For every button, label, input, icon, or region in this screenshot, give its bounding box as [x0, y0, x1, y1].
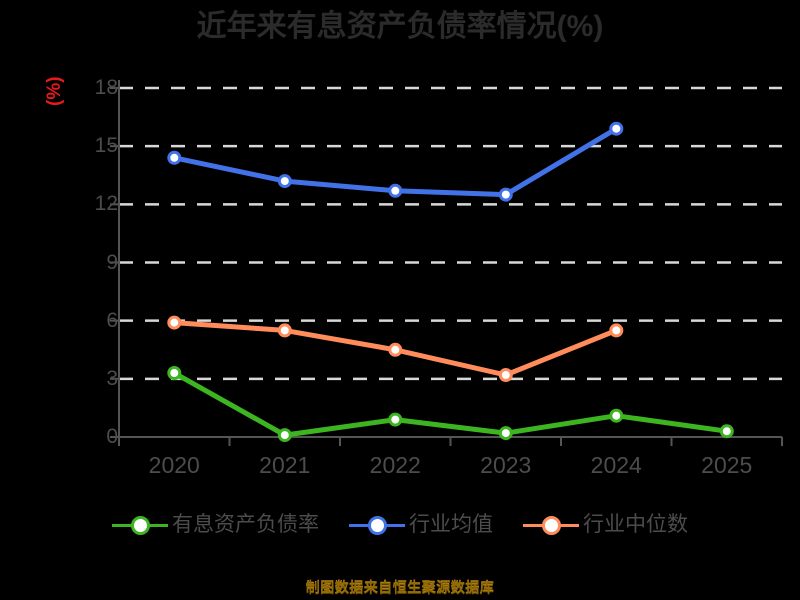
x-tick-label: 2020	[148, 452, 200, 478]
data-point[interactable]	[167, 150, 182, 165]
x-tick-label: 2023	[480, 452, 532, 478]
series-line-0	[171, 370, 730, 438]
data-point[interactable]	[498, 187, 513, 202]
data-point[interactable]	[277, 323, 292, 338]
legend-item-0[interactable]: 有息资产负债率	[112, 512, 319, 538]
footer-source-note-text: 制图数据来自恒生聚源数据库	[305, 579, 495, 595]
data-point[interactable]	[167, 366, 182, 380]
y-tick-label: 18	[94, 76, 118, 99]
footer-source-note: 制图数据来自恒生聚源数据库 制图数据来自恒生聚源数据库	[0, 578, 800, 596]
legend-dot	[131, 516, 150, 535]
data-point[interactable]	[498, 426, 513, 441]
legend-label: 有息资产负债率	[172, 513, 319, 536]
x-tick-label: 2022	[369, 452, 421, 478]
legend-marker-icon	[523, 512, 579, 538]
data-point[interactable]	[277, 174, 292, 189]
y-tick-label: 3	[106, 366, 118, 390]
y-tick-label: 9	[106, 250, 118, 274]
data-point[interactable]	[388, 412, 403, 427]
data-point[interactable]	[719, 424, 734, 439]
chart-title: 近年来有息资产负债率情况(%)	[196, 10, 604, 43]
legend-dot	[368, 516, 387, 535]
data-point[interactable]	[388, 183, 403, 198]
legend-label: 行业均值	[409, 513, 493, 536]
data-point[interactable]	[609, 121, 624, 136]
x-tick-label: 2025	[701, 452, 753, 478]
legend-marker-icon	[112, 512, 168, 538]
data-point[interactable]	[498, 368, 513, 382]
legend-item-1[interactable]: 行业均值	[349, 512, 493, 538]
x-tick-label: 2024	[590, 452, 642, 478]
legend-label: 行业中位数	[583, 513, 688, 536]
data-point[interactable]	[609, 323, 624, 338]
y-tick-label: 0	[106, 425, 118, 448]
legend-dot	[542, 516, 561, 535]
y-tick-label: 12	[94, 192, 118, 216]
x-tick-label: 2021	[259, 452, 311, 478]
legend-item-2[interactable]: 行业中位数	[523, 512, 688, 538]
footer-source-note-shadow: 制图数据来自恒生聚源数据库	[305, 580, 495, 596]
data-point[interactable]	[609, 408, 624, 423]
data-point[interactable]	[388, 342, 403, 357]
legend-marker-icon	[349, 512, 405, 538]
data-point[interactable]	[277, 428, 292, 443]
y-tick-label: 15	[94, 134, 118, 158]
y-tick-label: 6	[106, 308, 118, 332]
data-point[interactable]	[167, 315, 182, 330]
chart-legend: 有息资产负债率 行业均值 行业中位数	[0, 512, 800, 538]
